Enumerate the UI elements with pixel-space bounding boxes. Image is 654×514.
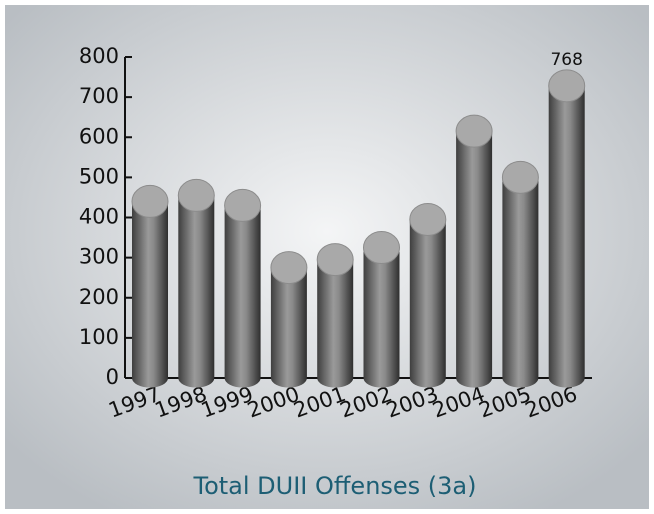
bar-top <box>131 184 169 218</box>
value-label: 768 <box>550 50 582 70</box>
bar-top <box>455 114 493 148</box>
bar <box>363 247 400 388</box>
bar <box>132 201 168 388</box>
bar <box>502 177 539 388</box>
y-tick-label: 100 <box>79 325 119 349</box>
bar-top <box>548 69 586 103</box>
bar <box>317 259 354 388</box>
bar-top <box>177 178 215 212</box>
bar-top <box>270 251 308 285</box>
y-tick-label: 800 <box>79 44 119 68</box>
bar-top <box>363 231 400 265</box>
bar-top <box>224 188 262 222</box>
y-tick-label: 400 <box>79 205 119 229</box>
bar-top <box>501 160 539 194</box>
y-tick-label: 500 <box>79 164 119 188</box>
y-tick-label: 700 <box>79 84 119 108</box>
bar-top <box>409 202 447 236</box>
bar <box>548 85 585 388</box>
bar <box>224 205 261 388</box>
bar <box>270 267 307 388</box>
bar <box>178 195 215 388</box>
y-tick-label: 600 <box>79 124 119 148</box>
y-tick-label: 200 <box>79 285 119 309</box>
bar-top <box>316 243 354 277</box>
bar <box>456 131 493 388</box>
chart-title: Total DUII Offenses (3a) <box>192 472 476 500</box>
bar <box>409 219 446 388</box>
y-tick-label: 0 <box>106 365 119 389</box>
y-tick-label: 300 <box>79 245 119 269</box>
